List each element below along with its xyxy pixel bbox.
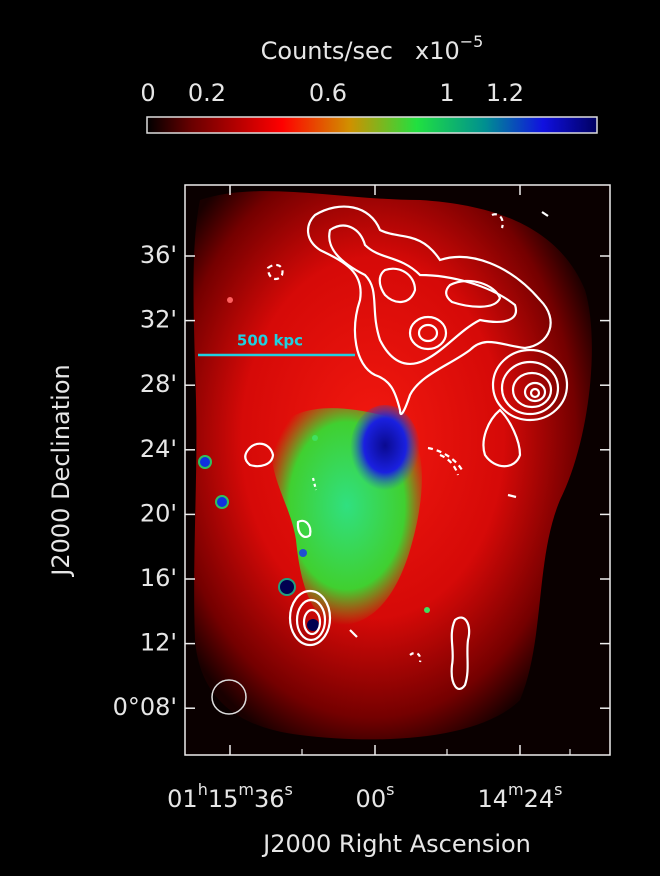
x-tick-number: 15 — [208, 785, 239, 813]
colorbar-tick-label: 0.2 — [188, 79, 226, 107]
x-axis-label: J2000 Right Ascension — [261, 830, 531, 858]
x-tick-unit: m — [238, 780, 254, 799]
x-tick-number: 00 — [356, 785, 387, 813]
y-tick-label: 0°08' — [113, 693, 177, 721]
y-tick-label: 12' — [140, 629, 177, 657]
colorbar-ticks: 0 0.2 0.6 1 1.2 — [140, 79, 524, 107]
scale-bar-label: 500 kpc — [237, 332, 303, 350]
x-tick-label: 14m24s — [477, 780, 562, 814]
x-tick-unit: s — [554, 780, 562, 799]
y-tick-label: 28' — [140, 370, 177, 398]
colorbar-label-text: Counts/sec — [261, 37, 393, 65]
y-tick-label: 36' — [140, 241, 177, 269]
x-tick-number: 14 — [477, 785, 508, 813]
x-tick-unit: s — [285, 780, 293, 799]
x-tick-label: 01h15m36s — [167, 780, 293, 814]
y-tick-label: 20' — [140, 499, 177, 527]
x-tick-unit: m — [508, 780, 524, 799]
x-tick-number: 36 — [254, 785, 285, 813]
y-tick-label: 16' — [140, 564, 177, 592]
image: 500 kpc — [185, 185, 610, 755]
x-tick-unit: s — [386, 780, 394, 799]
x-tick-unit: h — [198, 780, 208, 799]
x-tick-number: 24 — [524, 785, 555, 813]
figure: Counts/sec x10−5 0 0.2 0.6 1 1.2 — [0, 0, 660, 876]
x-tick-label: 00s — [356, 780, 395, 814]
colorbar-exponent-power: −5 — [460, 32, 484, 51]
colorbar-tick-label: 0 — [140, 79, 155, 107]
colorbar-label: Counts/sec x10−5 — [261, 32, 484, 66]
page: {"colorbar": {"label": "Counts/sec", "ex… — [0, 0, 660, 876]
colorbar-exponent-base: x10 — [415, 37, 460, 65]
y-tick-label: 24' — [140, 435, 177, 463]
y-tick-label: 32' — [140, 306, 177, 334]
colorbar — [147, 117, 597, 133]
y-axis-label: J2000 Declination — [47, 364, 75, 577]
colorbar-tick-label: 1.2 — [486, 79, 524, 107]
x-tick-number: 01 — [167, 785, 198, 813]
colorbar-tick-label: 1 — [439, 79, 454, 107]
colorbar-tick-label: 0.6 — [309, 79, 347, 107]
